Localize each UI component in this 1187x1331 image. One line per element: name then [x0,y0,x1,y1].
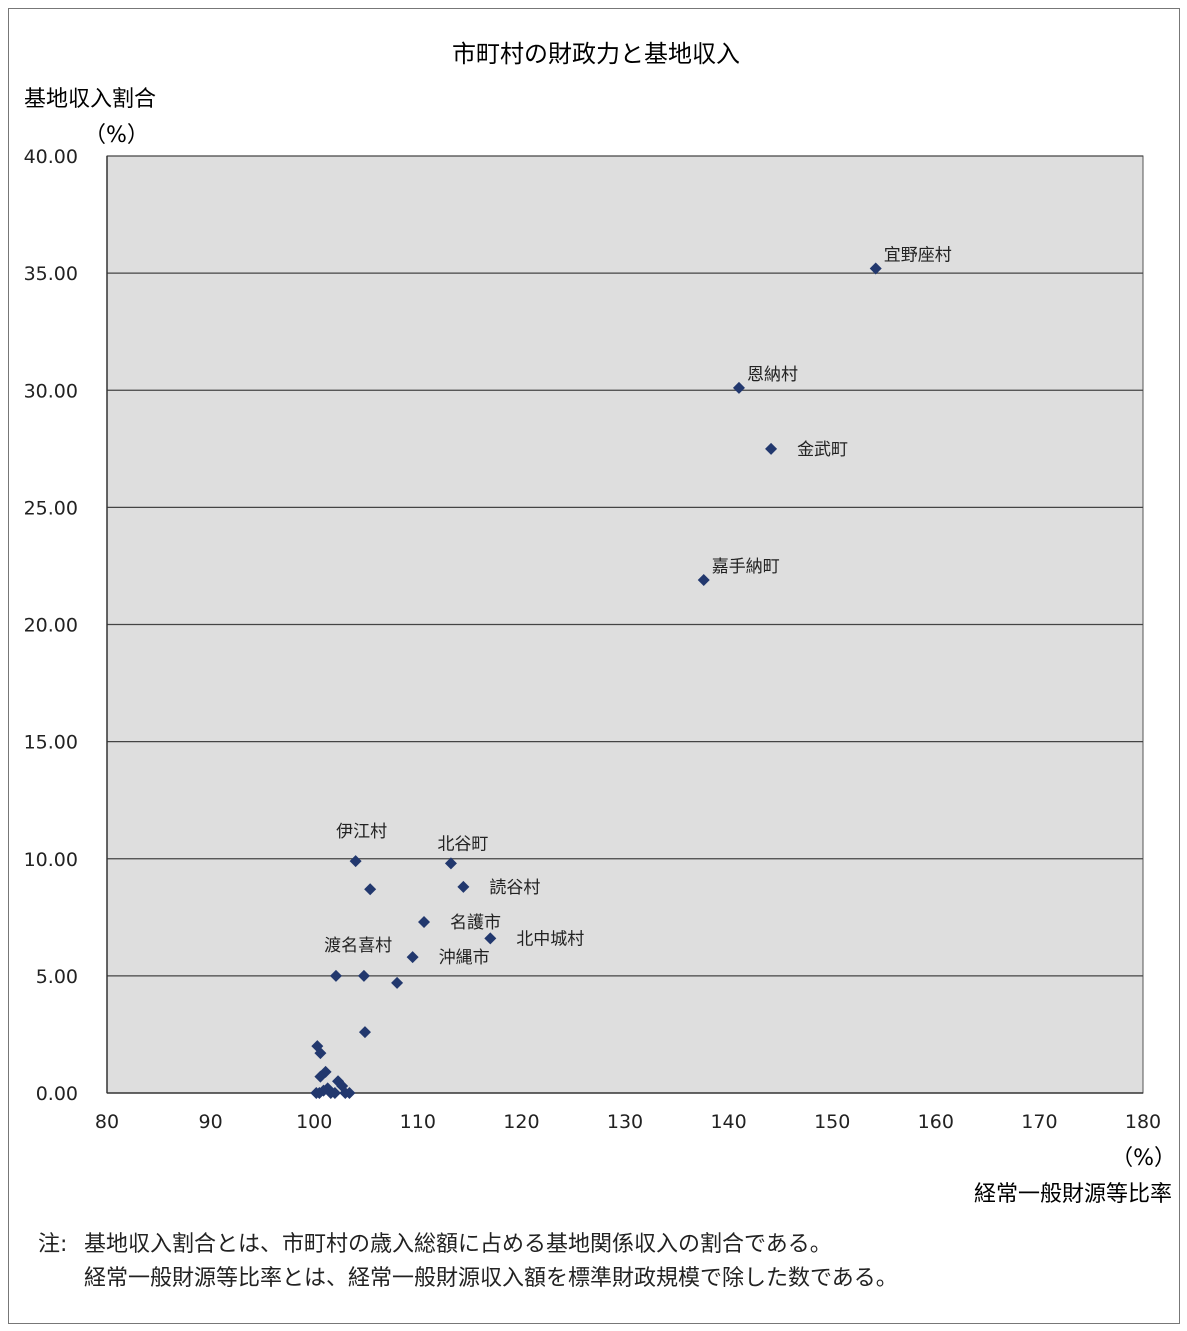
y-axis-unit: （%） [84,123,149,148]
point-label: 恩納村 [747,365,798,385]
point-label: 沖縄市 [439,948,490,968]
gridlines [107,155,1143,977]
x-tick-label: 150 [814,1111,850,1133]
footnotes: 注: 基地収入割合とは、市町村の歳入総額に占める基地関係収入の割合である。 経常… [38,1228,898,1296]
point-label: 読谷村 [489,878,540,898]
y-tick-label: 40.00 [24,146,78,168]
data-point [343,1087,356,1099]
data-point [364,883,377,896]
note-row-2: 経常一般財源等比率とは、経常一般財源収入額を標準財政規模で除した数である。 [38,1262,898,1296]
x-tick-label: 90 [199,1111,223,1133]
data-point [329,969,342,982]
data-point [406,951,419,964]
x-tick-label: 170 [1021,1111,1057,1133]
data-point [418,915,431,928]
note-indent [38,1262,84,1296]
point-label: 北谷町 [437,834,488,854]
point-label: 北中城村 [516,929,584,949]
scatter-chart: 市町村の財政力と基地収入 基地収入割合 （%） 0.00 5.00 10.00 15.… [24,40,1176,1207]
x-tick-label: 110 [400,1111,436,1133]
y-tick-label: 20.00 [24,615,78,637]
y-tick-label: 30.00 [24,380,78,402]
note-line-2: 経常一般財源等比率とは、経常一般財源収入額を標準財政規模で除した数である。 [84,1266,898,1291]
tick-labels: 0.00 5.00 10.00 15.00 20.00 25.00 30.00 35.00 40… [24,146,1162,1133]
point-label: 宜野座村 [884,245,952,265]
x-tick-label: 100 [296,1111,332,1133]
x-tick-label: 140 [710,1111,746,1133]
point-label: 渡名喜村 [324,936,392,956]
x-tick-label: 130 [607,1111,643,1133]
point-label: 金武町 [797,440,848,460]
y-tick-label: 10.00 [24,849,78,871]
data-point [314,1070,327,1083]
y-tick-label: 15.00 [24,732,78,754]
x-axis-title: 経常一般財源等比率 [974,1182,1172,1207]
data-point [732,381,745,394]
data-point [869,262,882,275]
y-axis-title: 基地収入割合 [24,87,156,112]
data-point [313,1087,326,1099]
x-axis-unit: （%） [1111,1146,1176,1171]
point-label: 伊江村 [336,822,387,842]
data-point [314,1047,327,1060]
note-prefix: 注: [38,1232,68,1257]
data-point [484,932,497,945]
data-point [444,857,457,870]
data-point [358,1026,371,1039]
data-point [328,1087,341,1099]
y-tick-label: 35.00 [24,263,78,285]
data-point [391,976,404,989]
point-label: 嘉手納町 [712,557,780,577]
data-point [765,442,778,455]
x-tick-label: 80 [95,1111,119,1133]
note-row-1: 注: 基地収入割合とは、市町村の歳入総額に占める基地関係収入の割合である。 [38,1228,898,1262]
y-tick-label: 0.00 [36,1083,78,1105]
data-points [310,262,882,1099]
data-point [349,855,362,868]
y-tick-label: 25.00 [24,497,78,519]
data-point [457,880,470,893]
point-label: 名護市 [450,913,501,933]
x-tick-label: 180 [1125,1111,1161,1133]
data-point [697,573,710,586]
data-point [357,969,370,982]
axes [106,156,1143,1094]
chart-title: 市町村の財政力と基地収入 [452,40,740,68]
y-tick-label: 5.00 [36,966,78,988]
x-tick-label: 120 [503,1111,539,1133]
x-tick-label: 160 [918,1111,954,1133]
note-line-1: 基地収入割合とは、市町村の歳入総額に占める基地関係収入の割合である。 [84,1232,832,1257]
